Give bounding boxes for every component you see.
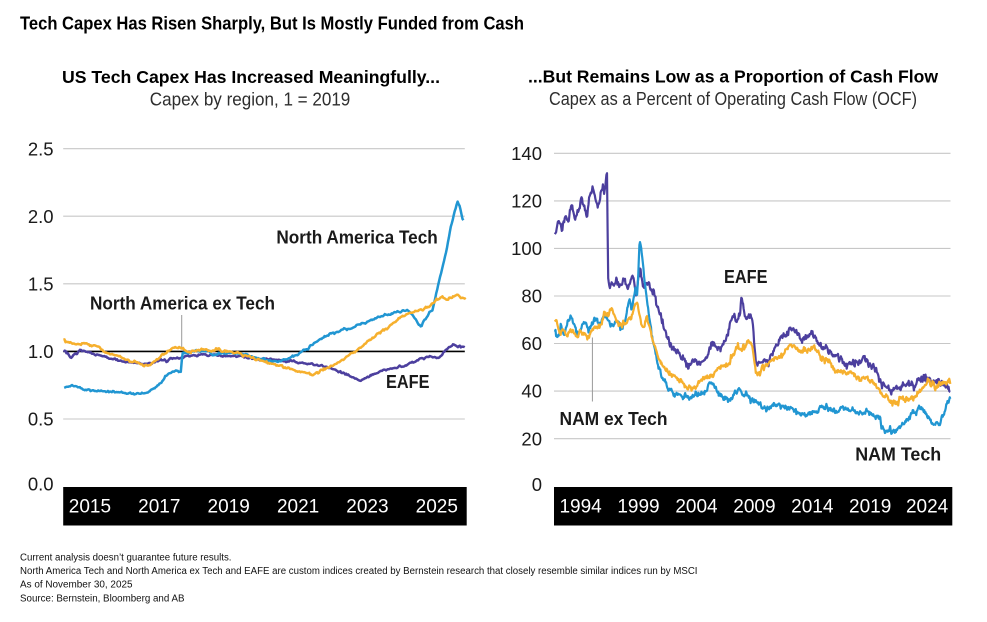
svg-text:NAM Tech: NAM Tech [855,445,941,465]
svg-text:0: 0 [532,474,542,495]
svg-text:1.5: 1.5 [28,273,54,294]
svg-text:120: 120 [511,191,542,212]
svg-text:Source: Bernstein, Bloomberg a: Source: Bernstein, Bloomberg and AB [20,593,185,604]
svg-text:2014: 2014 [791,497,834,518]
svg-text:Capex by region, 1 = 2019: Capex by region, 1 = 2019 [150,89,350,109]
svg-text:2009: 2009 [733,497,775,518]
svg-text:60: 60 [521,333,542,354]
svg-text:EAFE: EAFE [386,372,430,392]
svg-text:2021: 2021 [277,497,319,518]
svg-text:North America Tech and North A: North America Tech and North America ex … [20,566,698,577]
svg-text:2023: 2023 [346,497,388,518]
svg-text:40: 40 [521,381,542,402]
svg-text:Capex as a Percent of Operatin: Capex as a Percent of Operating Cash Flo… [549,89,917,109]
svg-text:2017: 2017 [138,497,180,518]
svg-text:2025: 2025 [416,497,458,518]
svg-text:NAM ex Tech: NAM ex Tech [560,409,668,429]
svg-text:1994: 1994 [559,497,602,518]
svg-text:Tech Capex Has Risen Sharply,: Tech Capex Has Risen Sharply, But Is Mos… [20,14,524,34]
svg-text:As of November 30, 2025: As of November 30, 2025 [20,580,133,591]
svg-text:...But Remains Low as a Propor: ...But Remains Low as a Proportion of Ca… [528,67,938,87]
svg-text:2.0: 2.0 [28,206,54,227]
svg-text:US Tech Capex Has Increased Me: US Tech Capex Has Increased Meaningfully… [62,67,440,87]
svg-text:2.5: 2.5 [28,138,54,159]
svg-text:EAFE: EAFE [724,267,768,287]
svg-text:1999: 1999 [617,497,659,518]
svg-text:0.0: 0.0 [28,474,54,495]
svg-text:1.0: 1.0 [28,341,54,362]
svg-text:2019: 2019 [849,497,891,518]
svg-text:140: 140 [511,143,542,164]
svg-text:20: 20 [521,428,542,449]
svg-text:2004: 2004 [675,497,718,518]
svg-text:2024: 2024 [906,497,949,518]
svg-text:2019: 2019 [208,497,250,518]
svg-text:2015: 2015 [69,497,111,518]
svg-text:Current analysis doesn’t guara: Current analysis doesn’t guarantee futur… [20,552,232,563]
svg-text:North America Tech: North America Tech [276,227,437,247]
svg-text:0.5: 0.5 [28,409,54,430]
svg-text:100: 100 [511,238,542,259]
svg-text:North America ex Tech: North America ex Tech [90,293,275,313]
svg-text:80: 80 [521,286,542,307]
